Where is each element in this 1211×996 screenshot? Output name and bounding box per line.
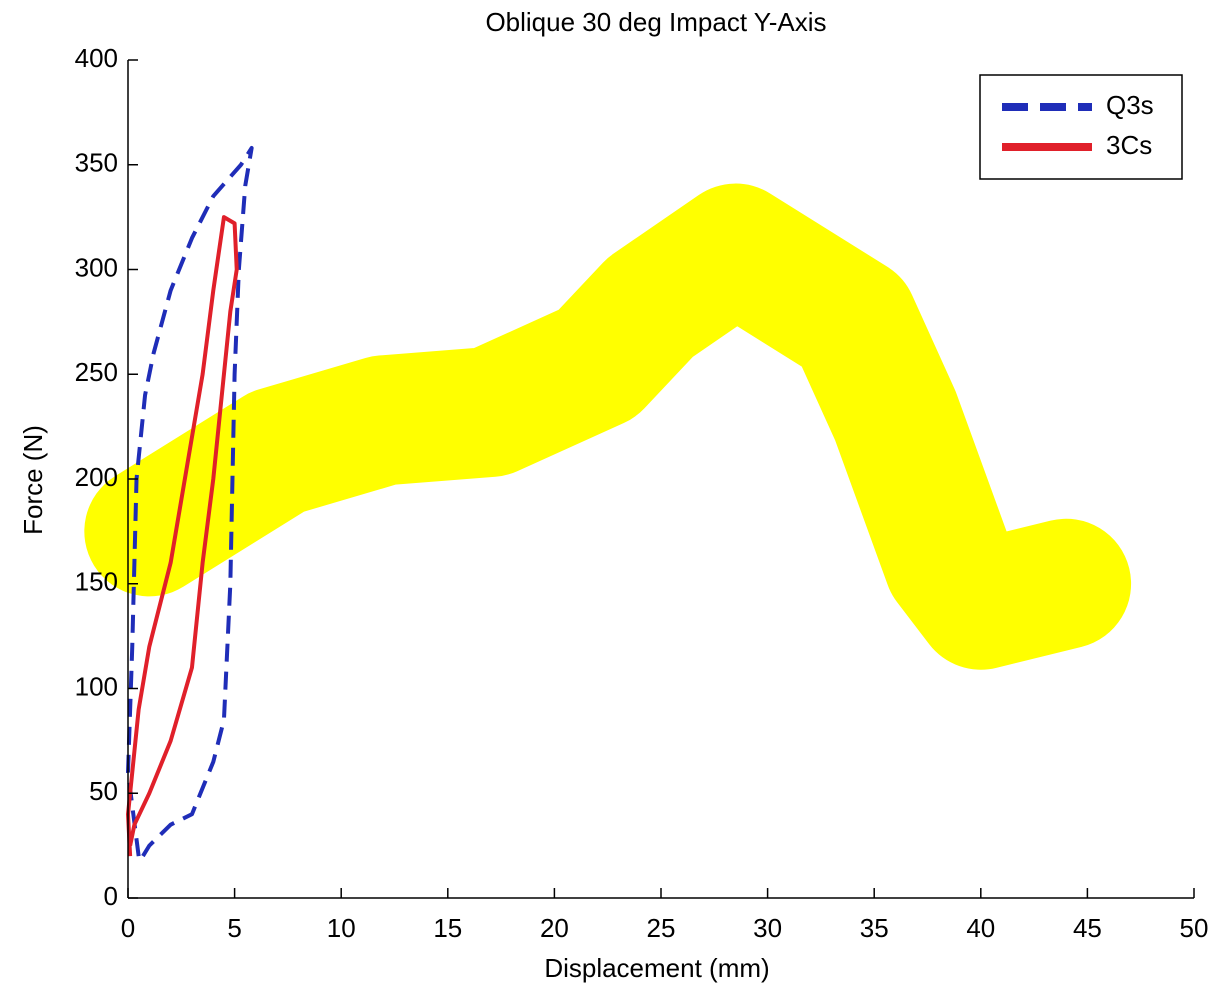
- x-tick-label: 25: [647, 913, 676, 943]
- y-tick-label: 200: [75, 462, 118, 492]
- x-axis-label: Displacement (mm): [544, 953, 769, 983]
- x-tick-label: 0: [121, 913, 135, 943]
- y-tick-label: 150: [75, 567, 118, 597]
- series-line: [126, 215, 239, 857]
- x-tick-label: 35: [860, 913, 889, 943]
- series-line: [126, 145, 254, 858]
- y-tick-label: 300: [75, 252, 118, 282]
- y-tick-label: 0: [104, 881, 118, 911]
- x-tick-label: 5: [227, 913, 241, 943]
- legend-label: Q3s: [1106, 90, 1154, 120]
- y-tick-label: 250: [75, 357, 118, 387]
- x-tick-label: 40: [966, 913, 995, 943]
- y-axis-label: Force (N): [18, 425, 48, 535]
- y-tick-label: 100: [75, 671, 118, 701]
- x-tick-label: 30: [753, 913, 782, 943]
- x-tick-label: 10: [327, 913, 356, 943]
- y-tick-label: 350: [75, 148, 118, 178]
- legend-box: [979, 74, 1183, 180]
- y-tick-label: 400: [75, 43, 118, 73]
- series-line: [84, 183, 1132, 670]
- y-tick-label: 50: [89, 776, 118, 806]
- chart-title: Oblique 30 deg Impact Y-Axis: [485, 7, 826, 37]
- legend-label: 3Cs: [1106, 130, 1152, 160]
- x-tick-label: 20: [540, 913, 569, 943]
- x-tick-label: 45: [1073, 913, 1102, 943]
- x-tick-label: 50: [1180, 913, 1209, 943]
- x-tick-label: 15: [433, 913, 462, 943]
